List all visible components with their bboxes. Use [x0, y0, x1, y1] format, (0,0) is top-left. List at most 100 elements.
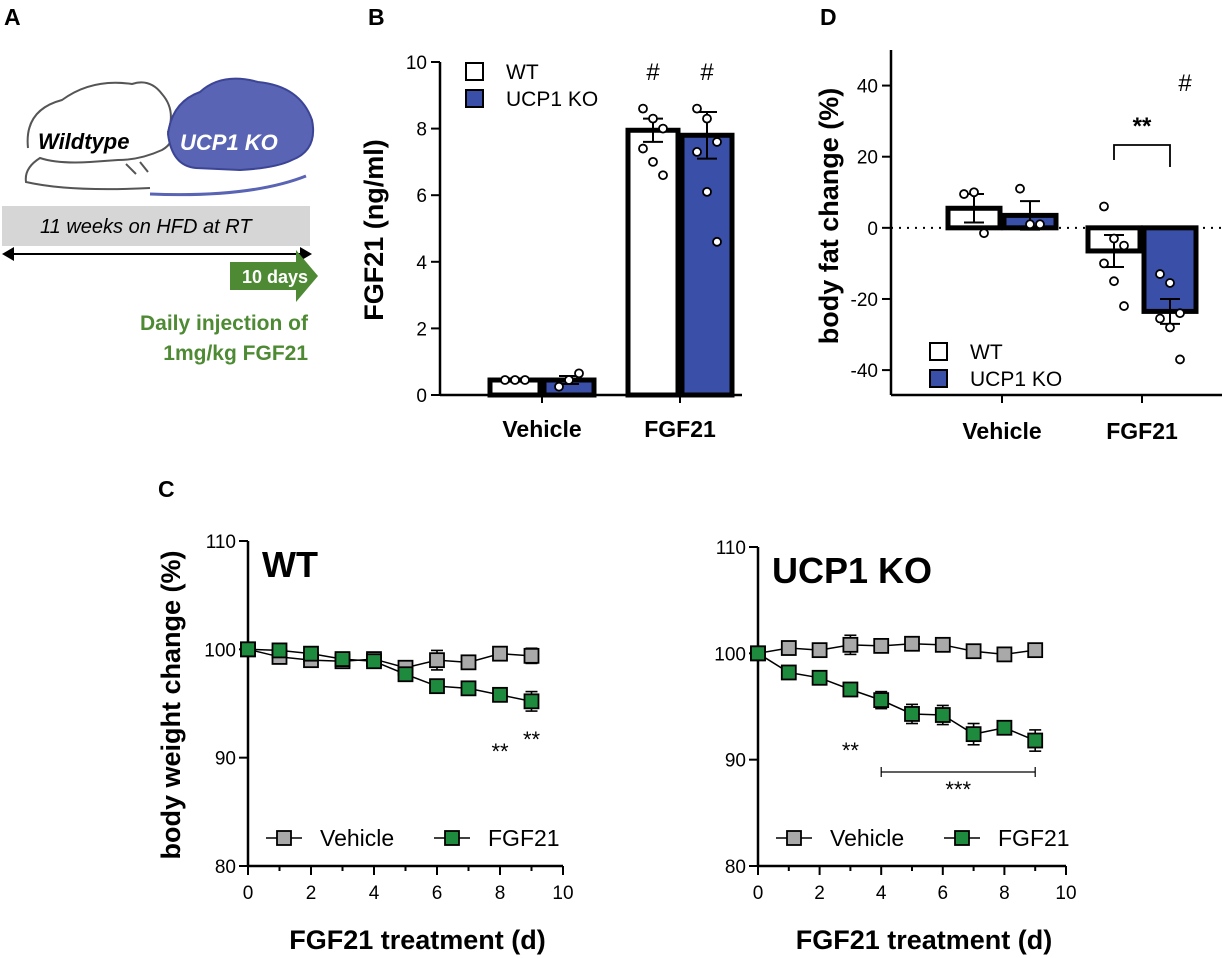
legend-swatch [465, 62, 484, 81]
significance-mark: ** [842, 738, 860, 763]
data-point [648, 113, 658, 124]
category-label: Vehicle [502, 416, 581, 442]
x-tick-label: 0 [243, 883, 254, 904]
marker-fgf21 [904, 706, 920, 722]
y-tick-label: 90 [215, 749, 236, 770]
marker-vehicle [780, 640, 797, 656]
legend-marker [954, 830, 970, 846]
data-point [1109, 276, 1119, 287]
x-axis-label: FGF21 treatment (d) [289, 925, 546, 955]
bar-wt-fgf21 [625, 127, 681, 398]
marker-vehicle [429, 652, 445, 669]
series-line-vehicle [757, 643, 1036, 656]
data-point [1099, 201, 1109, 212]
y-tick-label: 110 [716, 538, 746, 559]
data-point [702, 113, 712, 124]
y-tick-label: 100 [204, 640, 236, 661]
data-point [1165, 278, 1175, 288]
chart-c-wt-body-weight: 80 90 100 110 0 2 4 6 8 10 FGF21 treatment (d) body… [156, 532, 574, 955]
marker-fgf21 [873, 692, 890, 709]
legend-label: FGF21 [488, 825, 560, 851]
series-line-fgf21 [757, 652, 1036, 742]
panel-a-schematic: Wildtype UCP1 KO 11 weeks on HFD at RT 1… [2, 77, 318, 365]
legend-marker [786, 830, 802, 846]
panel-label-a: A [4, 4, 21, 30]
category-label: FGF21 [1106, 418, 1178, 444]
x-tick-label: 4 [876, 883, 887, 904]
arrow-left-icon [2, 247, 14, 261]
y-tick-label: 4 [416, 253, 427, 274]
data-point [712, 137, 722, 147]
y-tick-label: -20 [851, 290, 878, 311]
injection-arrow-icon [230, 250, 318, 302]
marker-fgf21 [334, 651, 351, 667]
marker-fgf21 [750, 645, 766, 662]
data-point [969, 187, 979, 198]
data-point [520, 375, 530, 385]
y-tick-label: 110 [206, 532, 236, 553]
x-tick-label: 10 [1055, 883, 1076, 904]
data-point [564, 375, 574, 385]
x-tick-label: 10 [552, 883, 573, 904]
marker-fgf21 [492, 686, 508, 703]
marker-fgf21 [965, 726, 982, 743]
data-point [554, 381, 564, 392]
y-tick-label: 20 [857, 148, 878, 169]
data-point [648, 156, 658, 167]
wildtype-mouse-icon: Wildtype [24, 81, 172, 191]
significance-mark: # [646, 59, 660, 86]
legend-marker [276, 830, 292, 846]
y-axis-label: FGF21 (ng/ml) [359, 139, 389, 321]
data-point [1155, 313, 1165, 324]
bar-ucp1-ko-fgf21 [1141, 225, 1199, 314]
significance-mark: ** [1133, 113, 1152, 140]
marker-vehicle [492, 645, 508, 662]
significance-bracket [1113, 144, 1171, 167]
x-axis-label: FGF21 treatment (d) [796, 925, 1053, 955]
ucp1-ko-mouse-icon: UCP1 KO [149, 77, 314, 197]
x-tick-label: 2 [306, 883, 317, 904]
chart-title: UCP1 KO [772, 550, 932, 591]
y-tick-label: 8 [416, 120, 427, 141]
x-tick-label: 6 [432, 883, 443, 904]
marker-fgf21 [811, 669, 828, 686]
y-tick-label: 80 [215, 857, 236, 878]
legend-swatch [929, 369, 948, 388]
panel-label-d: D [820, 4, 837, 30]
chart-title: WT [262, 544, 318, 585]
x-tick-label: 8 [495, 883, 506, 904]
panel-label-b: B [368, 4, 385, 30]
marker-vehicle [904, 635, 920, 652]
chart-d-body-fat-change: 40 20 0 -20 -40 Vehicle FGF21 body fat change (… [814, 50, 1222, 444]
marker-fgf21 [429, 678, 445, 695]
marker-fgf21 [460, 680, 477, 697]
y-tick-label: 6 [416, 186, 427, 207]
bar-ucp1-ko-fgf21 [679, 132, 735, 398]
data-point [1175, 308, 1185, 319]
data-point [638, 143, 648, 154]
y-tick-label: 90 [725, 751, 746, 772]
y-tick-label: -40 [851, 361, 878, 382]
data-point [1119, 240, 1129, 251]
y-tick-label: 80 [725, 857, 746, 878]
marker-vehicle [1027, 642, 1044, 659]
marker-fgf21 [780, 664, 797, 681]
data-point [1165, 322, 1175, 333]
legend-swatch [465, 89, 484, 108]
legend-swatch [929, 342, 948, 361]
y-tick-label: 0 [416, 386, 427, 407]
y-tick-label: 40 [857, 77, 878, 98]
data-point [1099, 258, 1109, 269]
arrow-right-icon [300, 247, 312, 261]
marker-vehicle [811, 642, 828, 659]
data-point [638, 103, 648, 114]
data-point [1175, 354, 1185, 365]
y-tick-label: 10 [406, 53, 427, 74]
x-tick-label: 6 [938, 883, 949, 904]
injection-line-2: 1mg/kg FGF21 [163, 342, 308, 365]
data-point [692, 103, 702, 114]
data-point [1119, 301, 1129, 311]
marker-fgf21 [303, 645, 319, 662]
